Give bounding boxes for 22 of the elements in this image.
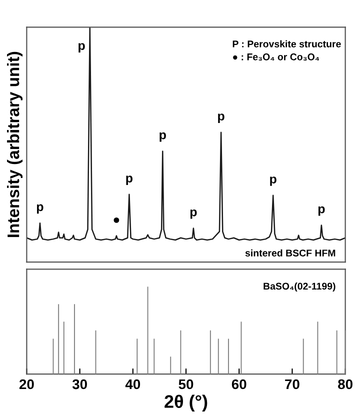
annotation: P : Perovskite structure (232, 40, 341, 48)
annotation: ● : Fe₃O₄ or Co₃O₄ (233, 53, 320, 61)
x-tick-label: 40 (125, 379, 140, 390)
annotation: p (270, 176, 276, 186)
x-tick-label: 60 (232, 379, 246, 390)
y-axis-title: Intensity (arbitrary unit) (6, 52, 23, 238)
x-tick-label: 80 (338, 379, 352, 390)
x-axis-title: 2θ (°) (164, 394, 208, 412)
x-tick-label: 20 (19, 379, 34, 390)
annotation: ● (114, 218, 120, 223)
annotation: p (160, 132, 166, 142)
annotation: p (318, 206, 325, 216)
annotation: sintered BSCF HFM (245, 249, 336, 256)
annotation: p (218, 114, 224, 123)
annotation: p (36, 204, 44, 214)
annotation: p (78, 43, 85, 52)
annotation: p (190, 209, 197, 219)
annotation: BaSO₄(02-1199) (264, 282, 336, 292)
x-tick-label: 70 (285, 379, 300, 390)
x-tick-label: 30 (72, 379, 87, 390)
x-tick-label: 50 (178, 379, 194, 390)
annotation: p (126, 176, 132, 185)
